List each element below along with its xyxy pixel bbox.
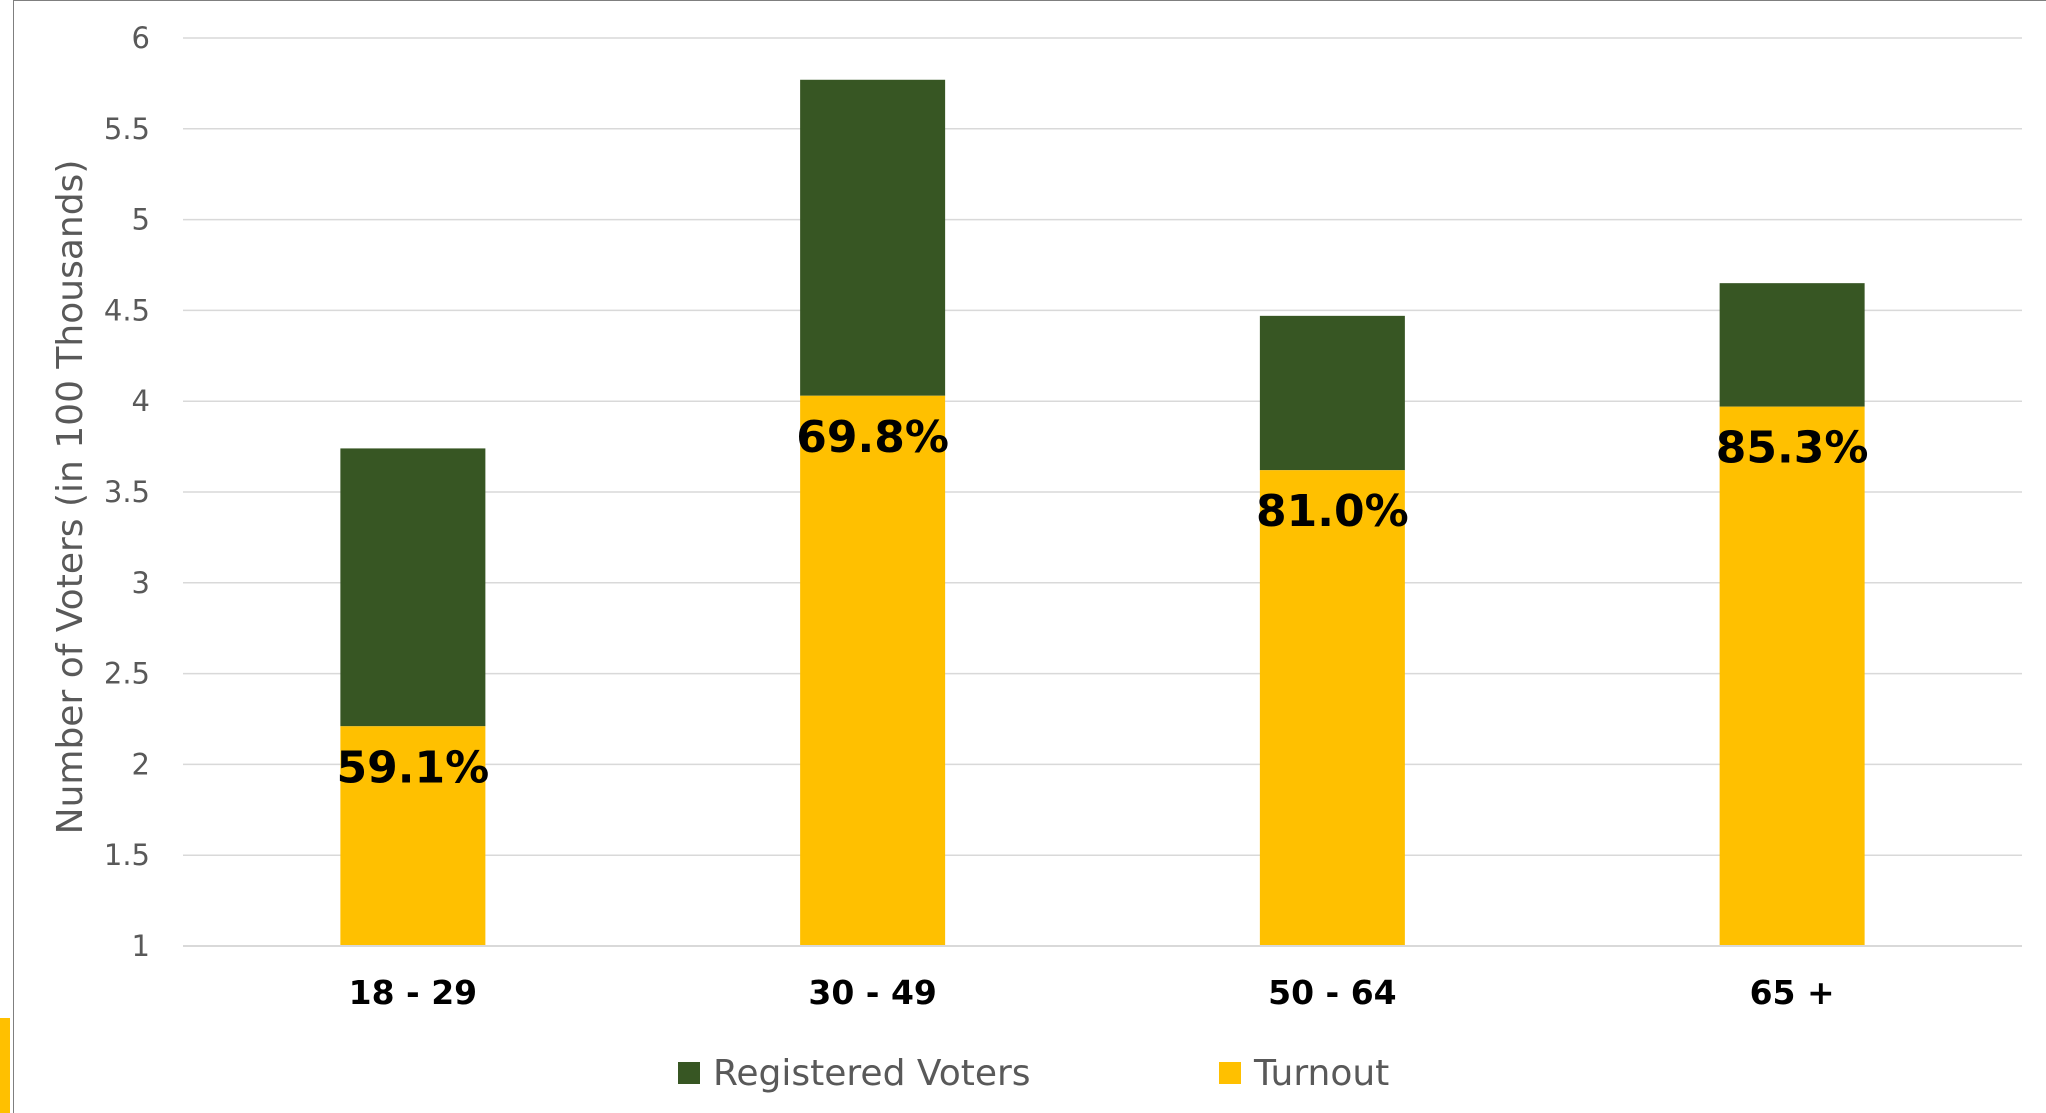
bar-registered-voters (1259, 315, 1405, 471)
legend-swatch (1219, 1062, 1241, 1084)
y-tick-label: 1.5 (104, 838, 150, 872)
bar-registered-voters (340, 448, 486, 727)
x-tick-label: 30 - 49 (808, 973, 937, 1012)
y-tick-label: 6 (132, 21, 150, 55)
data-label: 59.1% (337, 742, 490, 793)
y-tick-label: 5.5 (104, 112, 150, 146)
bar-registered-voters (1719, 283, 1865, 407)
x-tick-label: 65 + (1750, 973, 1835, 1012)
legend-swatch (678, 1062, 700, 1084)
data-label: 81.0% (1256, 486, 1409, 537)
y-tick-label: 2 (132, 747, 150, 781)
accent-bar (0, 1018, 10, 1113)
y-tick-label: 5 (132, 203, 150, 237)
y-tick-label: 2.5 (104, 657, 150, 691)
y-tick-label: 3 (132, 566, 150, 600)
y-tick-label: 3.5 (104, 475, 150, 509)
x-tick-label: 18 - 29 (349, 973, 478, 1012)
x-tick-label: 50 - 64 (1268, 973, 1397, 1012)
bar-turnout (340, 726, 486, 946)
y-tick-label: 4.5 (104, 293, 150, 327)
y-axis-title: Number of Voters (in 100 Thousands) (50, 160, 91, 835)
legend-label: Registered Voters (713, 1053, 1031, 1094)
bar-turnout (1719, 406, 1865, 946)
legend-label: Turnout (1253, 1053, 1389, 1094)
y-tick-label: 1 (132, 929, 150, 963)
chart-border (13, 0, 2046, 1113)
bar-turnout (800, 395, 946, 946)
bar-registered-voters (800, 79, 946, 396)
bar-turnout (1259, 470, 1405, 946)
y-tick-label: 4 (132, 384, 150, 418)
data-label: 85.3% (1716, 423, 1869, 474)
data-label: 69.8% (796, 412, 949, 463)
